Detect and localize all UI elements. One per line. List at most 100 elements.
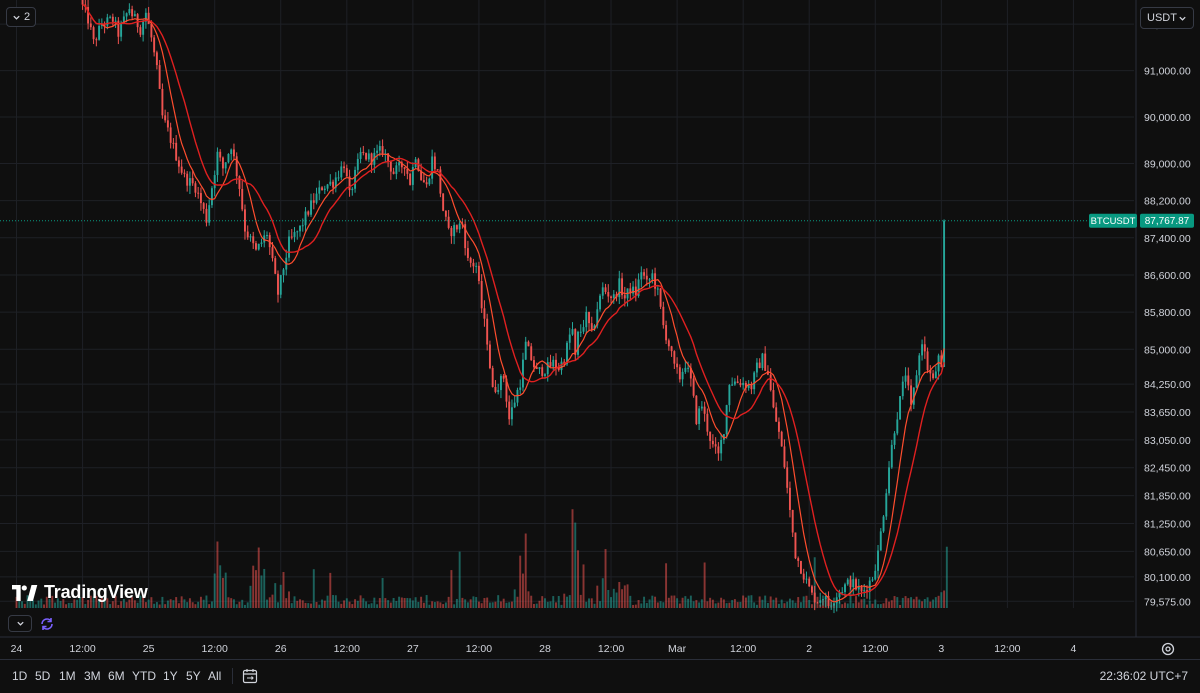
candle-body xyxy=(420,170,423,181)
volume-bar xyxy=(376,604,379,608)
date-range-button[interactable] xyxy=(241,667,259,685)
tradingview-logo-icon xyxy=(12,584,38,601)
candle-body xyxy=(400,162,403,168)
price-tick-label: 81,850.00 xyxy=(1144,491,1191,503)
candle-body xyxy=(888,467,890,494)
volume-bar xyxy=(164,604,167,608)
candle-body xyxy=(183,172,186,174)
volume-bar xyxy=(400,597,403,608)
volume-bar xyxy=(461,597,464,608)
timeframe-1y[interactable]: 1Y xyxy=(163,669,178,683)
price-tick-label: 85,800.00 xyxy=(1144,307,1191,319)
volume-bar xyxy=(216,541,219,608)
candle-body xyxy=(929,370,932,374)
candle-body xyxy=(659,288,662,307)
candle-body xyxy=(216,151,219,176)
volume-bar xyxy=(802,596,805,608)
timeframe-3m[interactable]: 3M xyxy=(84,669,101,683)
volume-bar xyxy=(601,578,604,608)
layout-toggle-button[interactable]: 2 xyxy=(6,7,36,27)
price-tick-label: 86,600.00 xyxy=(1144,270,1191,282)
volume-bar xyxy=(604,549,607,608)
candle-body xyxy=(667,340,670,347)
candle-body xyxy=(530,346,533,361)
candle-body xyxy=(191,178,194,184)
candle-body xyxy=(131,9,134,17)
volume-bar xyxy=(483,598,486,608)
volume-bar xyxy=(742,595,745,608)
candle-body xyxy=(367,153,370,160)
candle-body xyxy=(599,295,601,310)
sync-button[interactable] xyxy=(39,616,55,632)
candle-body xyxy=(323,188,326,191)
volume-bar xyxy=(351,604,354,608)
candle-body xyxy=(502,375,505,379)
volume-bar xyxy=(571,509,574,608)
volume-bar xyxy=(846,603,849,608)
volume-bar xyxy=(684,596,687,608)
candle-body xyxy=(921,344,924,356)
collapse-panel-button[interactable] xyxy=(8,615,32,632)
volume-bar xyxy=(590,598,593,608)
chart-settings-button[interactable] xyxy=(1160,641,1176,657)
volume-bar xyxy=(299,599,301,608)
timeframe-1d[interactable]: 1D xyxy=(12,669,28,683)
timeframe-all[interactable]: All xyxy=(208,669,222,683)
volume-bar xyxy=(23,603,26,608)
candle-body xyxy=(882,516,885,532)
volume-bar xyxy=(51,595,54,608)
candle-body xyxy=(645,275,648,280)
time-axis[interactable]: 24 12:00 25 12:00 26 12:00 27 12:00 28 12:00 Mar 12… xyxy=(0,636,1200,655)
candle-body xyxy=(797,558,800,561)
volume-bar xyxy=(122,599,125,608)
time-tick-label: 12:00 xyxy=(994,643,1020,655)
volume-bar xyxy=(574,522,577,608)
volume-bar xyxy=(722,599,725,608)
candle-body xyxy=(188,178,191,186)
candle-body xyxy=(783,446,786,468)
candle-body xyxy=(819,600,822,603)
volume-bar xyxy=(301,600,304,608)
volume-bar xyxy=(524,533,527,608)
volume-bar xyxy=(486,597,489,608)
candle-body xyxy=(893,433,896,445)
volume-bar xyxy=(213,573,216,608)
volume-bar xyxy=(717,602,720,608)
candle-body xyxy=(780,431,783,447)
timeframe-1m[interactable]: 1M xyxy=(59,669,76,683)
candle-body xyxy=(855,579,857,590)
volume-bar xyxy=(750,595,753,608)
volume-bar xyxy=(40,598,43,608)
candle-body xyxy=(491,368,494,387)
volume-bar xyxy=(34,604,37,608)
volume-bar xyxy=(323,600,326,608)
volume-bar xyxy=(208,604,211,608)
volume-bar xyxy=(480,603,483,608)
price-tick-label: 91,000.00 xyxy=(1144,66,1191,78)
tradingview-watermark[interactable]: TradingView xyxy=(12,582,148,603)
symbol-tag-bg xyxy=(1089,213,1137,228)
candle-body xyxy=(348,176,351,191)
candle-body xyxy=(345,168,348,177)
candle-body xyxy=(128,9,131,14)
volume-bar xyxy=(183,599,186,608)
clock[interactable]: 22:36:02 UTC+7 xyxy=(1099,669,1188,683)
last-price-tag[interactable]: BTCUSDT 87,767.87 xyxy=(1089,213,1194,228)
volume-bar xyxy=(59,600,62,608)
timeframe-5y[interactable]: 5Y xyxy=(186,669,201,683)
currency-select-button[interactable]: USDT xyxy=(1140,7,1194,29)
candle-body xyxy=(692,378,695,396)
volume-bar xyxy=(670,595,673,608)
volume-bar xyxy=(766,602,769,608)
timeframe-6m[interactable]: 6M xyxy=(108,669,125,683)
volume-bar xyxy=(899,604,902,608)
volume-bar xyxy=(354,599,357,608)
candle-body xyxy=(775,407,778,422)
price-axis[interactable]: 92,000.0091,000.0090,000.0089,000.0088,2… xyxy=(1089,0,1194,637)
timeframe-5d[interactable]: 5D xyxy=(35,669,51,683)
timeframe-ytd[interactable]: YTD xyxy=(132,669,156,683)
candle-body xyxy=(194,183,197,193)
volume-bar xyxy=(910,597,913,608)
candle-body xyxy=(714,444,717,447)
